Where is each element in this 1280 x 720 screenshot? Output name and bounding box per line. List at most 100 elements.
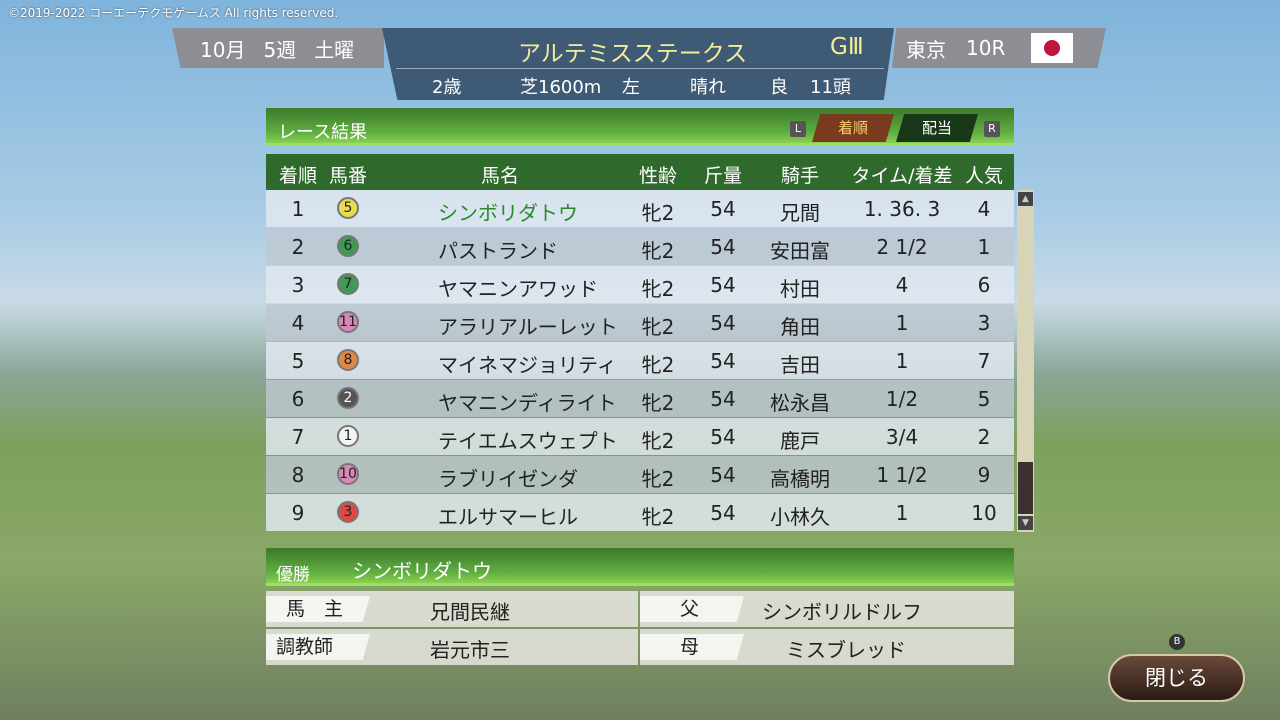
- horse-number-badge: 3: [337, 501, 359, 523]
- cell-name: アラリアルーレット: [438, 315, 618, 339]
- cell-sexage: 牝2: [641, 353, 675, 377]
- race-grade: GⅢ: [830, 34, 864, 60]
- dam-row: 母 ミスブレッド: [640, 629, 1014, 665]
- scrollbar[interactable]: ▲ ▼: [1017, 190, 1034, 532]
- cell-name: テイエムスウェプト: [438, 429, 618, 453]
- trainer-label: 調教師: [266, 634, 370, 660]
- owner-label: 馬 主: [266, 596, 370, 622]
- results-title: レース結果: [278, 122, 368, 143]
- age: 2歳: [432, 77, 462, 98]
- cell-weight: 54: [710, 387, 736, 411]
- table-row[interactable]: 7 テイエムスウェプト 牝2 54 鹿戸 3/4 2 1: [266, 418, 1014, 455]
- col-name: 馬名: [480, 165, 520, 187]
- copyright: ©2019-2022 コーエーテクモゲームス All rights reserv…: [8, 6, 339, 20]
- race-info: アルテミスステークス GⅢ 2歳 芝1600m 左 晴れ 良 11頭: [382, 28, 894, 100]
- cell-weight: 54: [710, 349, 736, 373]
- course: 芝1600m: [520, 77, 602, 98]
- scroll-up-icon[interactable]: ▲: [1018, 192, 1033, 206]
- table-row[interactable]: 3 ヤマニンアワッド 牝2 54 村田 4 6 7: [266, 266, 1014, 303]
- cell-jockey: 吉田: [780, 353, 820, 377]
- cell-time: 1/2: [885, 387, 919, 411]
- trainer: 岩元市三: [430, 638, 510, 662]
- cell-jockey: 松永昌: [770, 391, 830, 415]
- close-button[interactable]: 閉じる: [1108, 654, 1245, 702]
- day: 土曜: [314, 37, 355, 62]
- cell-sexage: 牝2: [641, 277, 675, 301]
- winner-name: シンボリダトウ: [352, 559, 492, 583]
- col-weight: 斤量: [703, 165, 743, 187]
- results-header: レース結果 L 着順 配当 R: [266, 108, 1014, 146]
- cell-time: 3/4: [885, 425, 919, 449]
- japan-flag-icon: [1031, 33, 1074, 63]
- horse-number-badge: 1: [337, 425, 359, 447]
- sire-row: 父 シンボリルドルフ: [640, 591, 1014, 627]
- cell-pos: 4: [291, 311, 305, 335]
- cell-weight: 54: [710, 311, 736, 335]
- cell-jockey: 兄間: [780, 201, 820, 225]
- tab-payout[interactable]: 配当: [896, 114, 978, 142]
- scroll-down-icon[interactable]: ▼: [1018, 516, 1033, 530]
- cell-jockey: 高橋明: [770, 467, 830, 491]
- scroll-thumb[interactable]: [1018, 462, 1033, 514]
- weather: 晴れ: [690, 77, 726, 98]
- cell-pop: 3: [977, 311, 991, 335]
- table-row[interactable]: 6 ヤマニンディライト 牝2 54 松永昌 1/2 5 2: [266, 380, 1014, 417]
- cell-name: シンボリダトウ: [438, 201, 578, 225]
- col-pop: 人気: [964, 165, 1004, 187]
- cell-time: 4: [895, 273, 909, 297]
- cell-jockey: 角田: [780, 315, 820, 339]
- runners: 11頭: [810, 77, 851, 98]
- r-button-icon: R: [984, 121, 1000, 137]
- cell-name: ヤマニンディライト: [438, 391, 617, 415]
- cell-jockey: 小林久: [770, 505, 830, 529]
- horse-number-badge: 8: [337, 349, 359, 371]
- cell-pop: 4: [977, 197, 991, 221]
- cell-sexage: 牝2: [641, 391, 675, 415]
- l-button-icon: L: [790, 121, 806, 137]
- cell-time: 1: [895, 349, 909, 373]
- cell-pos: 8: [291, 463, 305, 487]
- cell-sexage: 牝2: [641, 315, 675, 339]
- cell-weight: 54: [710, 501, 736, 525]
- cell-pos: 5: [291, 349, 305, 373]
- cell-jockey: 村田: [780, 277, 820, 301]
- table-row[interactable]: 4 アラリアルーレット 牝2 54 角田 1 3 11: [266, 304, 1014, 341]
- horse-number-badge: 7: [337, 273, 359, 295]
- table-row[interactable]: 5 マイネマジョリティ 牝2 54 吉田 1 7 8: [266, 342, 1014, 379]
- table-row[interactable]: 1 シンボリダトウ 牝2 54 兄間 1. 36. 3 4 5: [266, 190, 1014, 227]
- sire-label: 父: [640, 596, 744, 622]
- cell-weight: 54: [710, 273, 736, 297]
- track: 良: [770, 77, 788, 98]
- cell-pos: 1: [291, 197, 305, 221]
- table-row[interactable]: 2 パストランド 牝2 54 安田富 2 1/2 1 6: [266, 228, 1014, 265]
- week: 5週: [263, 37, 297, 62]
- cell-weight: 54: [710, 463, 736, 487]
- cell-pos: 3: [291, 273, 305, 297]
- col-jockey: 騎手: [780, 165, 820, 187]
- cell-pos: 7: [291, 425, 305, 449]
- cell-name: パストランド: [438, 239, 558, 263]
- table-header: 着順 馬番 馬名 性齢 斤量 騎手 タイム/着差 人気: [266, 154, 1014, 190]
- winner-label: 優勝: [276, 565, 310, 585]
- horse-number-badge: 6: [337, 235, 359, 257]
- cell-pos: 9: [291, 501, 305, 525]
- cell-pop: 1: [977, 235, 991, 259]
- col-time: タイム/着差: [851, 165, 953, 187]
- cell-weight: 54: [710, 425, 736, 449]
- cell-pop: 2: [977, 425, 991, 449]
- col-num: 馬番: [328, 165, 368, 187]
- sire: シンボリルドルフ: [762, 600, 922, 624]
- table-row[interactable]: 8 ラブリイゼンダ 牝2 54 高橋明 1 1/2 9 10: [266, 456, 1014, 493]
- cell-pop: 10: [971, 501, 997, 525]
- cell-pop: 9: [977, 463, 991, 487]
- venue-info: 東京 10R: [892, 28, 1106, 68]
- cell-name: マイネマジョリティ: [438, 353, 617, 377]
- cell-pop: 7: [977, 349, 991, 373]
- horse-number-badge: 11: [337, 311, 359, 333]
- cell-jockey: 安田富: [770, 239, 830, 263]
- direction: 左: [622, 77, 640, 98]
- col-pos: 着順: [278, 165, 318, 187]
- tab-order[interactable]: 着順: [812, 114, 894, 142]
- dam: ミスブレッド: [786, 638, 906, 662]
- table-row[interactable]: 9 エルサマーヒル 牝2 54 小林久 1 10 3: [266, 494, 1014, 531]
